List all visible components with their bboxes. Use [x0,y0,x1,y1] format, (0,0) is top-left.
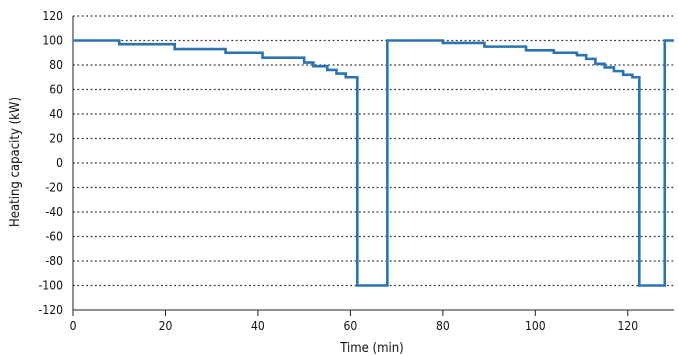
y-tick-label: 80 [49,58,63,72]
y-tick-label: -20 [45,181,63,195]
heating-capacity-series-line [73,39,674,287]
y-tick-label: 100 [42,34,63,48]
y-tick-label: -100 [39,279,64,293]
x-tick-label: 100 [525,319,546,333]
y-tick-label: 20 [49,132,63,146]
y-tick-label: 0 [56,156,63,170]
x-tick-label: 60 [344,319,358,333]
y-tick-label: 60 [49,83,63,97]
x-tick-label: 120 [617,319,638,333]
y-tick-label: -60 [45,230,63,244]
x-tick-label: 40 [251,319,265,333]
x-tick-label: 20 [159,319,173,333]
x-axis-label: Time (min) [339,341,403,356]
y-tick-label: 120 [42,9,63,23]
y-tick-label: -80 [45,254,63,268]
y-tick-label: -120 [39,303,64,317]
x-tick-label: 80 [436,319,450,333]
y-axis-label: Heating capacity (kW) [8,97,23,227]
y-tick-label: 40 [49,107,63,121]
y-tick-label: -40 [45,205,63,219]
axis-layer: 120 100 80 60 40 20 0 -20 -40 -60 -80 -100 -120 0 20 40… [39,9,674,333]
x-tick-label: 0 [70,319,77,333]
series-layer [73,39,674,287]
